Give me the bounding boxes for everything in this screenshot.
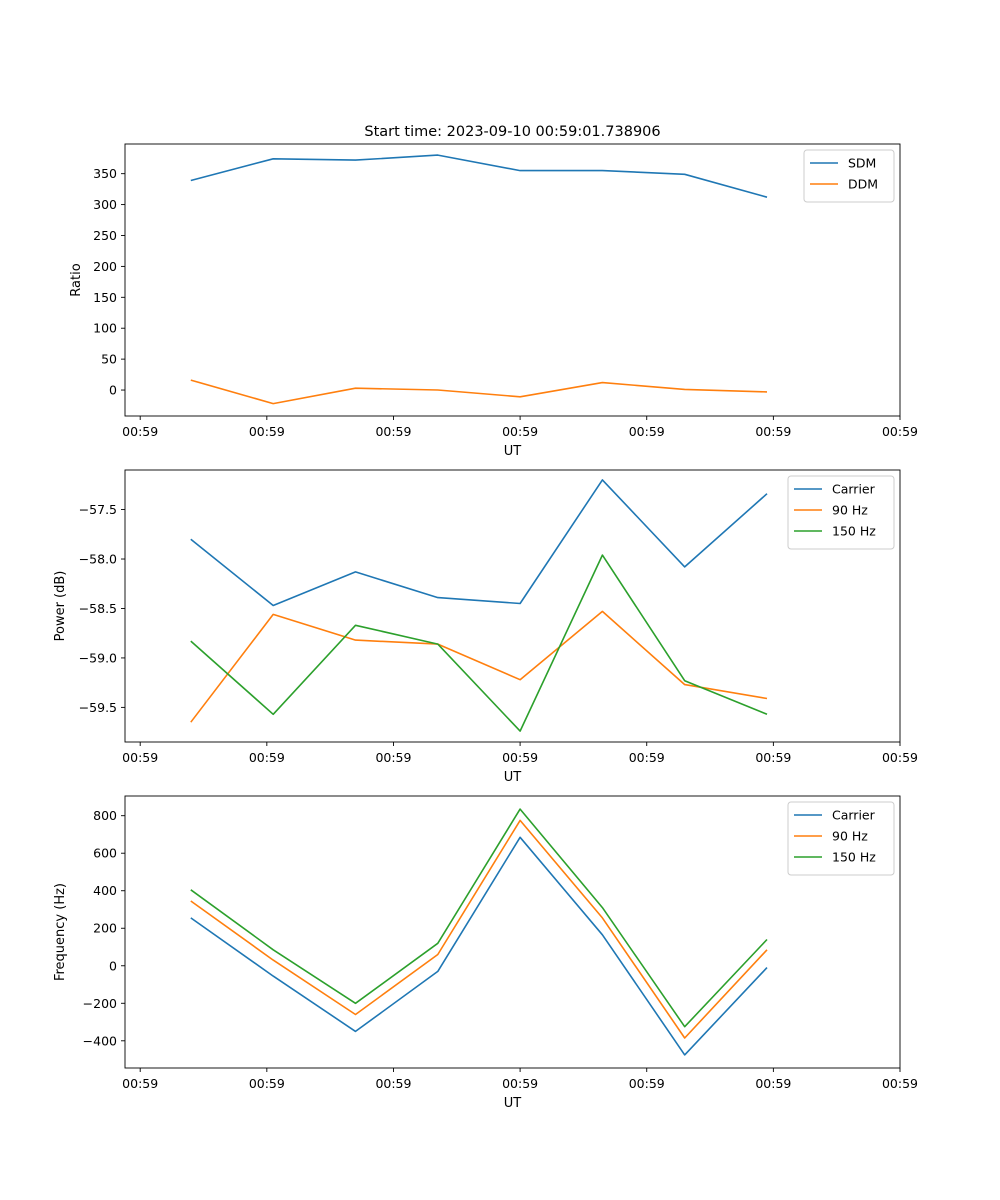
x-axis-label: UT <box>504 770 522 785</box>
axes-frame <box>124 143 901 417</box>
legend-label: Carrier <box>832 808 876 823</box>
series-line-150-hz <box>190 554 768 732</box>
x-axis-label: UT <box>504 1096 522 1111</box>
x-axis: 00:5900:5900:5900:5900:5900:5900:5901:00… <box>122 416 918 459</box>
y-tick-label: 400 <box>93 883 117 898</box>
y-axis: −59.5 −59.0 −58.5 −58.0 −57.5 Power (dB) <box>53 502 125 715</box>
y-axis-label: Ratio <box>69 263 84 296</box>
series-line-carrier <box>190 836 768 1056</box>
legend-label: 90 Hz <box>832 829 868 844</box>
chart-panel-3: 00:5900:5900:5900:5900:5900:5900:5901:00… <box>53 795 918 1111</box>
y-tick-label: −200 <box>83 996 117 1011</box>
x-tick-label: 00:59 <box>375 424 411 439</box>
y-tick-label: 50 <box>101 352 117 367</box>
chart-panel-1: 00:5900:5900:5900:5900:5900:5900:5901:00… <box>69 143 918 459</box>
y-tick-label: 250 <box>93 228 117 243</box>
y-axis-label: Frequency (Hz) <box>53 883 68 981</box>
x-tick-label: 00:59 <box>122 424 158 439</box>
y-tick-label: 300 <box>93 197 117 212</box>
x-tick-label: 00:59 <box>122 1076 158 1091</box>
x-tick-label: 00:59 <box>629 424 665 439</box>
x-axis: 00:5900:5900:5900:5900:5900:5900:5901:00… <box>122 1068 918 1111</box>
x-tick-label: 00:59 <box>122 750 158 765</box>
legend-label: 150 Hz <box>832 524 876 539</box>
series-line-ddm <box>190 379 768 405</box>
legend-label: 90 Hz <box>832 503 868 518</box>
y-tick-label: 0 <box>109 383 117 398</box>
axes-frame <box>124 795 901 1069</box>
x-tick-label: 00:59 <box>249 750 285 765</box>
legend-label: DDM <box>848 177 878 192</box>
y-axis: −400 −200 0 200 400 600 800 Frequency (Hz) <box>53 808 125 1048</box>
y-axis-label: Power (dB) <box>53 571 68 642</box>
x-tick-label: 00:59 <box>755 750 791 765</box>
y-tick-label: −57.5 <box>79 502 117 517</box>
y-tick-label: −59.5 <box>79 700 117 715</box>
x-tick-label: 00:59 <box>629 1076 665 1091</box>
chart-panel-2: 00:5900:5900:5900:5900:5900:5900:5901:00… <box>53 469 918 785</box>
y-tick-label: 200 <box>93 921 117 936</box>
series-line-sdm <box>190 154 768 198</box>
legend: Carrier 90 Hz 150 Hz <box>787 475 895 550</box>
y-tick-label: −59.0 <box>79 650 117 665</box>
x-axis-label: UT <box>504 444 522 459</box>
x-tick-label: 00:59 <box>629 750 665 765</box>
y-tick-label: 150 <box>93 290 117 305</box>
series-line-carrier <box>190 479 768 607</box>
legend-label: 150 Hz <box>832 850 876 865</box>
x-axis: 00:5900:5900:5900:5900:5900:5900:5901:00… <box>122 742 918 785</box>
x-tick-label: 00:59 <box>249 1076 285 1091</box>
legend: SDM DDM <box>803 149 895 203</box>
series-line-150-hz <box>190 808 768 1028</box>
y-tick-label: 0 <box>109 958 117 973</box>
x-tick-label: 00:59 <box>755 1076 791 1091</box>
x-tick-label: 00:59 <box>755 424 791 439</box>
x-tick-label: 00:59 <box>375 750 411 765</box>
legend: Carrier 90 Hz 150 Hz <box>787 801 895 876</box>
x-tick-label: 00:59 <box>249 424 285 439</box>
axes-frame <box>124 469 901 743</box>
y-tick-label: 600 <box>93 846 117 861</box>
x-tick-label: 00:59 <box>882 424 918 439</box>
y-tick-label: 350 <box>93 166 117 181</box>
x-tick-label: 00:59 <box>375 1076 411 1091</box>
y-tick-label: 200 <box>93 259 117 274</box>
y-tick-label: 800 <box>93 808 117 823</box>
x-tick-label: 00:59 <box>502 424 538 439</box>
series-line-90-hz <box>190 819 768 1039</box>
y-tick-label: 100 <box>93 321 117 336</box>
x-tick-label: 00:59 <box>882 1076 918 1091</box>
legend-label: Carrier <box>832 482 876 497</box>
series-line-90-hz <box>190 610 768 723</box>
y-tick-label: −58.5 <box>79 601 117 616</box>
x-tick-label: 00:59 <box>882 750 918 765</box>
x-tick-label: 00:59 <box>502 1076 538 1091</box>
y-axis: 0 50 100 150 200 250 300 350 Ratio <box>69 166 125 398</box>
y-tick-label: −58.0 <box>79 552 117 567</box>
figure-title: Start time: 2023-09-10 00:59:01.738906 <box>364 124 660 140</box>
x-tick-label: 00:59 <box>502 750 538 765</box>
legend-label: SDM <box>848 156 876 171</box>
y-tick-label: −400 <box>83 1033 117 1048</box>
